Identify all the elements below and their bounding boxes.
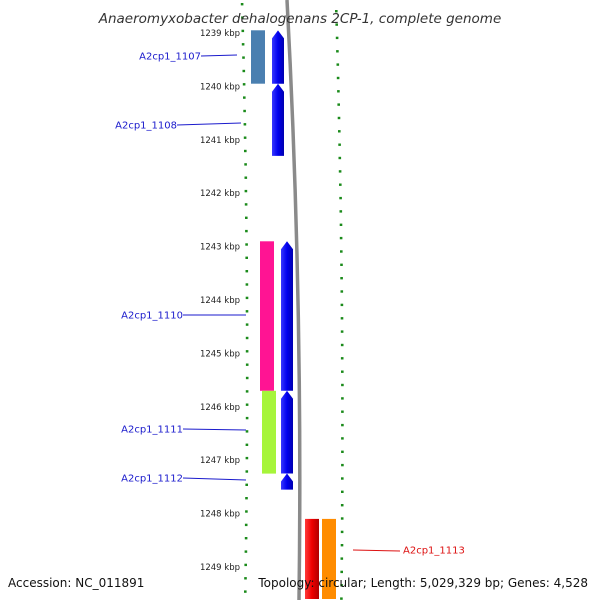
callout-line	[352, 549, 401, 552]
tick-label: 1245 kbp	[200, 349, 240, 359]
cog-category-bar	[322, 518, 336, 599]
gene-feature-A2cp1_1108[interactable]	[272, 83, 284, 156]
gene-callouts: A2cp1_1107 A2cp1_1108 A2cp1_1110 A2cp1_1111…	[115, 52, 465, 557]
gene-label-A2cp1_1112[interactable]: A2cp1_1112	[121, 474, 183, 485]
plus-strand-arrow[interactable]	[305, 518, 319, 599]
callout-line	[182, 428, 247, 431]
gene-feature-A2cp1_1111[interactable]	[262, 390, 293, 474]
minus-strand-arrow[interactable]	[272, 83, 284, 156]
gene-label-A2cp1_1108[interactable]: A2cp1_1108	[115, 121, 177, 132]
right-dotted-ring	[335, 10, 344, 600]
callout-line	[176, 122, 242, 126]
gene-label-A2cp1_1110[interactable]: A2cp1_1110	[121, 311, 183, 322]
gene-feature-A2cp1_1113[interactable]	[305, 518, 336, 599]
gene-feature-A2cp1_1110[interactable]	[260, 241, 293, 391]
minus-strand-arrow[interactable]	[281, 241, 293, 391]
minus-strand-arrow[interactable]	[272, 30, 284, 84]
gene-features	[251, 30, 336, 599]
cog-category-bar	[251, 30, 265, 84]
gene-label-A2cp1_1111[interactable]: A2cp1_1111	[121, 425, 183, 436]
tick-label: 1244 kbp	[200, 296, 240, 306]
tick-label: 1249 kbp	[200, 563, 240, 573]
minus-strand-arrow[interactable]	[281, 390, 293, 474]
tick-labels: 1239 kbp 1240 kbp 1241 kbp 1242 kbp 1243 kbp…	[200, 29, 240, 573]
gene-feature-A2cp1_1112[interactable]	[281, 473, 293, 490]
cog-category-bar	[260, 241, 274, 391]
gene-feature-A2cp1_1107[interactable]	[251, 30, 284, 84]
tick-label: 1247 kbp	[200, 456, 240, 466]
callout-line	[182, 477, 247, 481]
cog-category-bar	[262, 390, 276, 474]
gene-label-A2cp1_1113[interactable]: A2cp1_1113	[403, 546, 465, 557]
tick-label: 1246 kbp	[200, 403, 240, 413]
callout-line	[200, 54, 238, 57]
tick-label: 1248 kbp	[200, 510, 240, 520]
left-dotted-ring	[240, 3, 249, 593]
minus-strand-arrow[interactable]	[281, 473, 293, 490]
tick-label: 1242 kbp	[200, 189, 240, 199]
genome-summary: Topology: circular; Length: 5,029,329 bp…	[257, 576, 588, 590]
tick-label: 1239 kbp	[200, 29, 240, 39]
page-title: Anaeromyxobacter dehalogenans 2CP-1, com…	[98, 11, 502, 27]
tick-label: 1241 kbp	[200, 136, 240, 146]
genome-backbone-arc	[285, 0, 302, 600]
tick-label: 1240 kbp	[200, 82, 240, 92]
tick-label: 1243 kbp	[200, 243, 240, 253]
gene-label-A2cp1_1107[interactable]: A2cp1_1107	[139, 52, 201, 63]
accession-label: Accession: NC_011891	[8, 576, 144, 590]
